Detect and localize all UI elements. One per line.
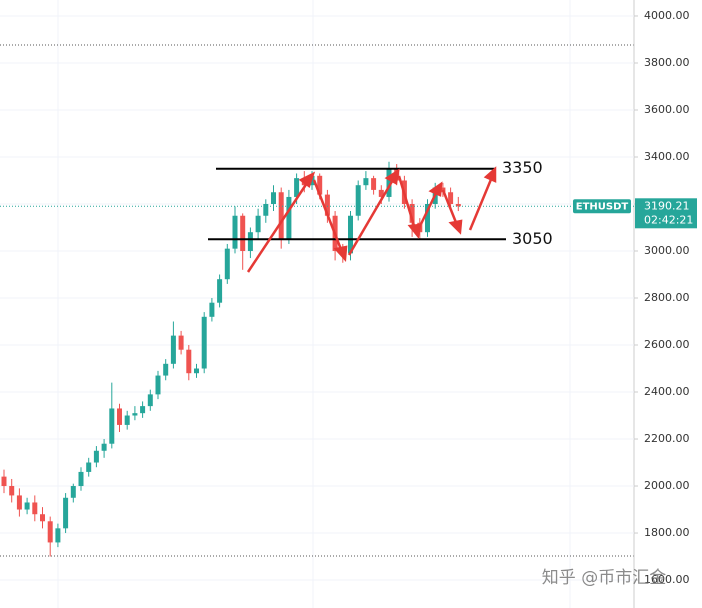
candle-body (178, 335, 184, 350)
candle-body (348, 215, 353, 254)
arrow-head (448, 219, 463, 235)
candle-body (147, 394, 153, 407)
candle-body (455, 203, 461, 207)
symbol-tag (573, 199, 631, 214)
arrow-head (483, 166, 497, 183)
candle-body (155, 375, 161, 395)
arrows (246, 166, 497, 273)
candle-body (70, 486, 76, 498)
candle-body (378, 189, 384, 197)
y-tick-label: 2600.00 (644, 338, 690, 351)
candle-body (371, 178, 377, 190)
candle-body (109, 408, 115, 444)
candle-body (448, 192, 454, 204)
symbol-label: ETHUSDT (576, 201, 629, 212)
arrow (246, 179, 311, 273)
candle-body (317, 175, 323, 195)
candle-body (355, 185, 361, 216)
candle-body (363, 178, 369, 186)
candle-body (440, 187, 446, 193)
countdown-label: 02:42:21 (644, 213, 693, 226)
candle-body (78, 471, 84, 487)
candle-body (286, 196, 292, 240)
candle-body (124, 415, 130, 425)
candle-body (409, 203, 415, 223)
candle-body (201, 316, 207, 369)
arrow-head (407, 223, 422, 239)
y-tick-label: 3800.00 (644, 56, 690, 69)
candle-body (255, 215, 261, 233)
candle-body (194, 368, 199, 374)
candle-body (9, 486, 15, 496)
candle-body (63, 497, 69, 529)
y-tick-label: 3600.00 (644, 103, 690, 116)
y-tick-label: 1600.00 (644, 573, 690, 586)
candle-body (1, 476, 7, 487)
arrow-head (298, 171, 316, 189)
candle-body (232, 215, 238, 249)
candle-body (93, 450, 99, 463)
candle-body (132, 413, 138, 416)
arrow (347, 177, 396, 256)
candle-body (247, 232, 253, 252)
candle-body (24, 502, 30, 510)
candle-body (217, 279, 223, 303)
arrow (312, 179, 344, 253)
arrow (397, 175, 417, 230)
arrow (441, 189, 459, 226)
candle-body (140, 406, 146, 414)
candle-body (294, 178, 300, 197)
candle-body (224, 248, 230, 280)
y-tick-label: 1800.00 (644, 526, 690, 539)
candle-body (271, 192, 276, 204)
candle-body (163, 363, 169, 376)
y-tick-label: 3400.00 (644, 150, 690, 163)
candle-body (425, 203, 430, 233)
candle-body (86, 462, 92, 472)
arrow (468, 176, 494, 231)
arrow-head (428, 181, 443, 197)
y-tick-label: 2000.00 (644, 479, 690, 492)
candle-body (32, 502, 38, 515)
level-label: 3350 (502, 158, 543, 177)
candle-body (40, 514, 45, 522)
candle-body (101, 443, 107, 451)
candle-body (278, 192, 284, 240)
price-tag (635, 198, 697, 229)
arrow-head (333, 245, 348, 262)
candle-body (186, 349, 192, 374)
y-tick-label: 2200.00 (644, 432, 690, 445)
y-tick-label: 2800.00 (644, 291, 690, 304)
level-label: 3050 (512, 229, 553, 248)
candle-body (47, 521, 53, 543)
y-tick-label: 2400.00 (644, 385, 690, 398)
candle-body (16, 495, 22, 510)
candle-body (263, 203, 269, 216)
candle-body (386, 168, 392, 197)
candle-body (240, 215, 246, 252)
watermark: 知乎 @币市汇金 (542, 568, 666, 588)
arrow-head (384, 168, 400, 185)
candle-body (209, 302, 215, 317)
candle-body (55, 528, 61, 543)
arrow (419, 190, 439, 225)
y-tick-label: 3000.00 (644, 244, 690, 257)
candle-body (170, 335, 176, 364)
candle-body (324, 194, 330, 216)
candle-body (117, 408, 122, 425)
y-tick-label: 4000.00 (644, 9, 690, 22)
last-price-label: 3190.21 (644, 199, 690, 212)
